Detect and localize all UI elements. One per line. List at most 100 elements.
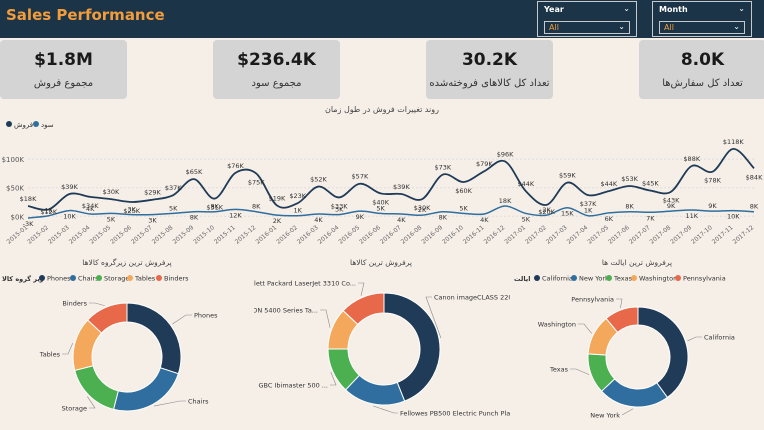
profit-data-label: 18K xyxy=(499,197,512,205)
legend-marker xyxy=(156,275,162,281)
sales-data-label: $53K xyxy=(621,175,638,183)
x-tick-label: 2015-07 xyxy=(130,224,154,246)
month-slicer[interactable]: Month ⌄ All ⌄ xyxy=(652,1,752,37)
legend-marker xyxy=(606,275,612,281)
x-tick-label: 2017-05 xyxy=(586,224,610,246)
sales-data-label: $75K xyxy=(248,178,265,186)
x-tick-label: 2015-12 xyxy=(234,224,258,246)
slice-label: GBC Ibimaster 500 ... xyxy=(259,382,329,390)
profit-data-label: 4K xyxy=(480,216,489,224)
leader-line xyxy=(621,408,634,416)
sales-data-label: $44K xyxy=(600,180,617,188)
legend-marker xyxy=(534,275,540,281)
x-tick-label: 2015-08 xyxy=(151,224,175,246)
profit-data-label: 6K xyxy=(605,215,614,223)
profit-data-label: 11K xyxy=(685,212,698,220)
kpi-card-total-profit: $236.4K مجموع سود xyxy=(213,40,340,99)
x-tick-label: 2017-03 xyxy=(545,224,569,246)
legend-marker xyxy=(675,275,681,281)
profit-data-label: 5K xyxy=(107,215,116,223)
slice-label: Hewlett Packard LaserJet 3310 Co... xyxy=(254,280,356,288)
sales-data-label: $76K xyxy=(227,162,244,170)
legend-label: Washington xyxy=(639,275,677,283)
slice-label: Washington xyxy=(538,321,576,329)
slice-label: Chairs xyxy=(188,398,209,406)
legend-label: New York xyxy=(579,275,609,283)
chevron-down-icon[interactable]: ⌄ xyxy=(618,22,625,31)
profit-data-label: 8K xyxy=(439,214,448,222)
donut-slice xyxy=(637,306,689,399)
year-dropdown-value: All xyxy=(549,23,559,32)
kpi-label: مجموع فروش xyxy=(33,78,94,89)
sales-data-label: $37K xyxy=(580,200,597,208)
chevron-down-icon[interactable]: ⌄ xyxy=(623,4,630,13)
legend-marker xyxy=(127,275,133,281)
leader-line xyxy=(153,400,186,407)
slice-label: Canon imageCLASS 220... xyxy=(434,294,510,302)
leader-line xyxy=(89,302,105,306)
x-tick-label: 2015-01 xyxy=(6,224,30,246)
x-tick-label: 2017-06 xyxy=(607,224,631,246)
chevron-down-icon[interactable]: ⌄ xyxy=(738,4,745,13)
profit-data-label: 4K xyxy=(86,205,95,213)
profit-data-label: -3K xyxy=(23,220,34,228)
kpi-label: تعداد کل کالاهای فروخته‌شده xyxy=(429,78,550,89)
profit-data-label: 8K xyxy=(252,203,261,211)
x-tick-label: 2017-12 xyxy=(732,224,756,246)
profit-data-label: 3K xyxy=(335,206,344,214)
x-tick-label: 2016-10 xyxy=(441,224,465,246)
slice-label: Tables xyxy=(39,351,61,359)
year-slicer[interactable]: Year ⌄ All ⌄ xyxy=(537,1,637,37)
kpi-value: 30.2K xyxy=(461,50,518,70)
y-tick-label: $50K xyxy=(6,185,24,193)
legend-label: Tables xyxy=(134,275,156,283)
slice-label: Pennsylvania xyxy=(571,296,614,304)
donut-slice xyxy=(74,365,119,410)
sales-data-label: $31K xyxy=(206,204,223,212)
sales-data-label: $12K xyxy=(40,208,57,216)
leader-line xyxy=(687,336,702,342)
legend-label: California xyxy=(542,275,573,283)
leader-line xyxy=(320,309,331,328)
sales-data-label: $37K xyxy=(165,184,182,192)
profit-data-label: 1K xyxy=(45,207,54,215)
sales-data-label: $44K xyxy=(517,180,534,188)
sales-data-label: $65K xyxy=(186,168,203,176)
legend-marker xyxy=(571,275,577,281)
month-slicer-label: Month xyxy=(659,5,688,14)
profit-data-label: 10K xyxy=(63,213,76,221)
leader-line xyxy=(62,342,74,355)
year-dropdown[interactable]: All ⌄ xyxy=(544,21,630,34)
year-slicer-label: Year xyxy=(544,5,564,14)
slice-label: Fellowes PB500 Electric Punch Plasti... xyxy=(400,410,510,418)
leader-line xyxy=(578,323,592,334)
sales-data-label: $34K xyxy=(82,202,99,210)
sales-data-label: $33K xyxy=(331,202,348,210)
chevron-down-icon[interactable]: ⌄ xyxy=(733,22,740,31)
slice-label: Storage xyxy=(62,405,87,413)
profit-data-label: 5K xyxy=(459,204,468,212)
profit-data-label: 4K xyxy=(397,216,406,224)
sales-data-label: $88K xyxy=(683,155,700,163)
chart-title: پرفروش ترین زیرگروه کالاها xyxy=(82,258,171,267)
sales-data-label: $59K xyxy=(559,172,576,180)
legend-marker xyxy=(631,275,637,281)
profit-data-label: 7K xyxy=(646,214,655,222)
profit-data-label: 5K xyxy=(169,204,178,212)
x-tick-label: 2017-11 xyxy=(711,224,735,246)
month-dropdown[interactable]: All ⌄ xyxy=(659,21,745,34)
x-tick-label: 2016-12 xyxy=(483,224,507,246)
chart-title: پرفروش ترین ایالت ها xyxy=(602,258,672,267)
sales-data-label: $43K xyxy=(663,197,680,205)
x-tick-label: 2015-06 xyxy=(109,224,133,246)
x-tick-label: 2016-06 xyxy=(358,224,382,246)
donut-slice xyxy=(342,292,385,326)
slice-label: HON 5400 Series Ta... xyxy=(254,307,318,315)
profit-data-label: 2K xyxy=(418,206,427,214)
sales-data-label: $118K xyxy=(723,138,745,146)
profit-data-label: 2K xyxy=(273,217,282,225)
x-tick-label: 2016-11 xyxy=(462,224,486,246)
sales-data-label: $57K xyxy=(352,173,369,181)
sales-trend-chart: روند تغییرات فروش در طول زمان فروش سود $0K $… xyxy=(2,105,763,246)
